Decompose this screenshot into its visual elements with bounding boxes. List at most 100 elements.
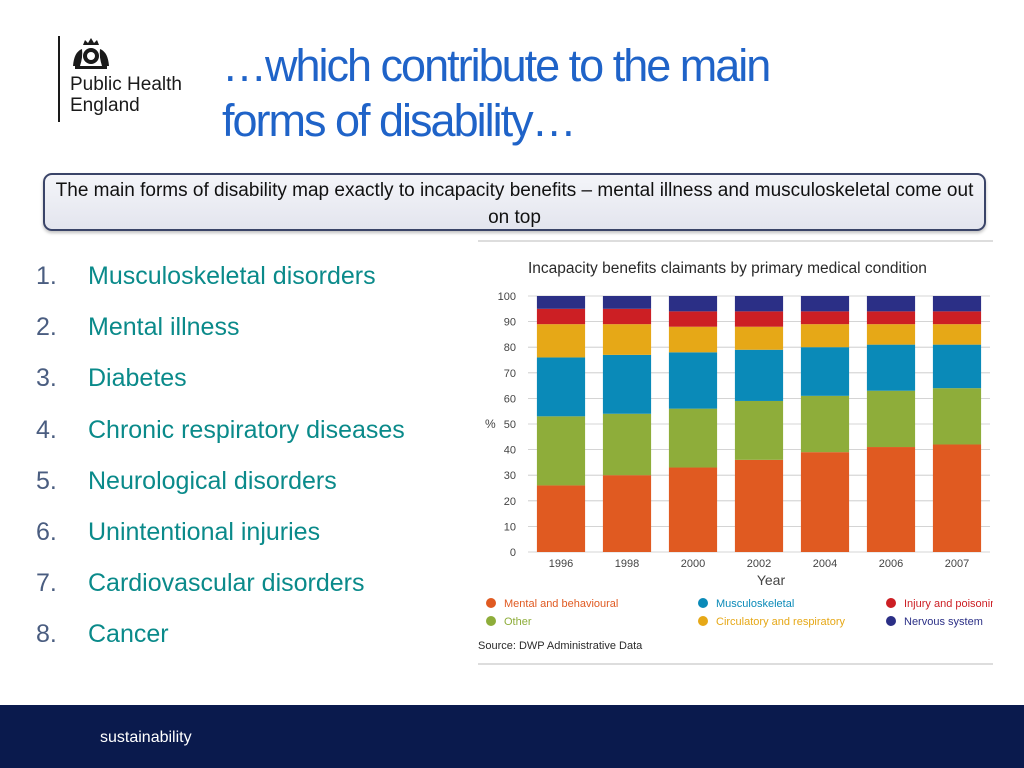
logo-line-2: England (70, 95, 140, 116)
condition-number: 7. (36, 569, 57, 598)
y-tick-label: 80 (504, 342, 516, 354)
logo-wordmark: Public Health England (70, 74, 182, 116)
y-tick-label: 30 (504, 470, 516, 482)
legend-swatch (486, 598, 496, 608)
bar-segment (800, 296, 850, 312)
y-tick-label: 10 (504, 521, 516, 533)
x-tick-label: 2002 (747, 558, 771, 570)
bar-segment (734, 400, 784, 460)
logo-line-1: Public Health (70, 74, 182, 95)
bar-segment (800, 395, 850, 453)
royal-crest-icon (73, 38, 109, 69)
bar-segment (602, 413, 652, 476)
condition-label: Musculoskeletal disorders (88, 262, 376, 290)
y-tick-label: 0 (510, 547, 516, 559)
bar-segment (866, 447, 916, 552)
y-tick-label: 70 (504, 368, 516, 380)
condition-item: 4. Chronic respiratory diseases (36, 416, 405, 467)
condition-number: 3. (36, 364, 57, 393)
condition-number: 1. (36, 262, 57, 290)
y-tick-label: 40 (504, 445, 516, 457)
bar-segment (536, 308, 586, 325)
footer-text: sustainability (100, 729, 192, 746)
y-tick-label: 60 (504, 393, 516, 405)
bar-segment (866, 311, 916, 325)
x-axis-label: Year (757, 572, 786, 588)
legend-swatch (886, 598, 896, 608)
condition-number: 6. (36, 517, 57, 546)
condition-label: Cardiovascular disorders (88, 569, 365, 598)
condition-label: Neurological disorders (88, 466, 337, 495)
legend-label: Mental and behavioural (504, 598, 618, 610)
bar-segment (734, 349, 784, 401)
y-tick-label: 90 (504, 317, 516, 329)
x-tick-label: 2007 (945, 558, 969, 570)
x-tick-label: 1998 (615, 558, 639, 570)
slide-title-line-2: forms of disability… (222, 95, 577, 146)
bar-segment (932, 296, 982, 312)
condition-label: Diabetes (88, 364, 187, 393)
bar-segment (602, 308, 652, 325)
condition-label: Cancer (88, 620, 169, 649)
condition-item: 8. Cancer (36, 620, 405, 671)
x-tick-label: 1996 (549, 558, 573, 570)
bar-segment (800, 347, 850, 396)
y-tick-label: 20 (504, 496, 516, 508)
legend-label: Nervous system (904, 616, 983, 628)
bar-segment (800, 311, 850, 325)
bar-segment (734, 296, 784, 312)
bar-segment (734, 326, 784, 350)
bar-segment (866, 390, 916, 448)
bar-segment (932, 444, 982, 552)
condition-item: 7. Cardiovascular disorders (36, 569, 405, 620)
bar-segment (866, 344, 916, 391)
condition-number: 5. (36, 466, 57, 495)
condition-number: 4. (36, 415, 57, 444)
bar-segment (668, 326, 718, 353)
x-tick-label: 2006 (879, 558, 903, 570)
x-tick-label: 2004 (813, 558, 837, 570)
y-tick-label: 50 (504, 419, 516, 431)
footer-bar: sustainability (0, 705, 1024, 768)
bar-segment (932, 324, 982, 345)
bar-segment (602, 324, 652, 355)
bar-segment (668, 311, 718, 327)
bar-segment (734, 459, 784, 552)
y-tick-label: 100 (498, 291, 516, 303)
bar-segment (668, 352, 718, 409)
condition-item: 3. Diabetes (36, 364, 405, 415)
bar-segment (866, 324, 916, 345)
bar-segment (536, 357, 586, 417)
chart-title: Incapacity benefits claimants by primary… (528, 260, 927, 277)
bar-segment (668, 296, 718, 312)
public-health-england-logo: Public Health England (58, 36, 208, 124)
condition-item: 5. Neurological disorders (36, 467, 405, 518)
bar-segment (800, 324, 850, 348)
slide-title-line-1: …which contribute to the main (222, 40, 771, 91)
condition-label: Mental illness (88, 313, 240, 342)
legend-label: Musculoskeletal (716, 598, 794, 610)
legend-swatch (886, 616, 896, 626)
condition-label: Chronic respiratory diseases (88, 415, 405, 444)
bar-segment (932, 311, 982, 325)
bar-segment (536, 416, 586, 486)
bar-segment (536, 485, 586, 552)
legend-swatch (698, 616, 708, 626)
bar-segment (536, 296, 586, 309)
bar-segment (668, 408, 718, 468)
legend-swatch (698, 598, 708, 608)
bar-segment (602, 354, 652, 414)
chart-source: Source: DWP Administrative Data (478, 640, 643, 652)
condition-label: Unintentional injuries (88, 517, 321, 546)
bar-segment (602, 475, 652, 552)
bar-segment (932, 388, 982, 445)
y-axis-label: % (485, 417, 496, 431)
slide-title: …which contribute to the main forms of d… (222, 38, 942, 148)
legend-label: Other (504, 616, 532, 628)
incapacity-chart: Incapacity benefits claimants by primary… (478, 240, 993, 668)
condition-number: 2. (36, 313, 57, 342)
condition-item: 1. Musculoskeletal disorders (36, 262, 405, 313)
callout-box: The main forms of disability map exactly… (43, 173, 986, 231)
bar-segment (668, 467, 718, 552)
bar-segment (536, 324, 586, 358)
